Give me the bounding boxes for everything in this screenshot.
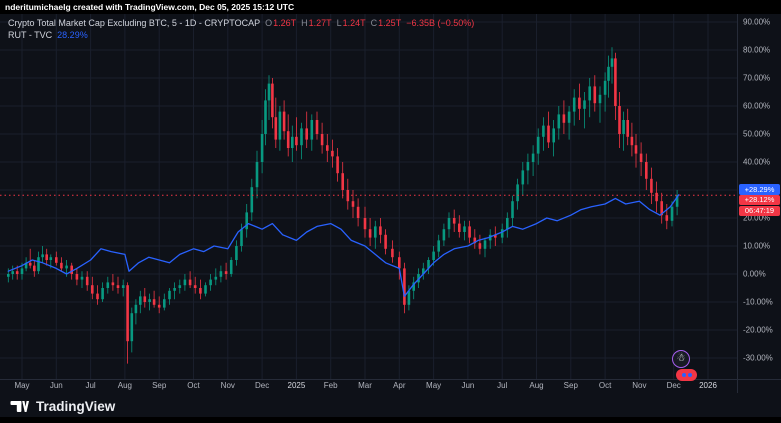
time-axis-label: Jun	[49, 381, 63, 390]
compare-symbol-value: 28.29%	[57, 30, 88, 40]
ohlc-close-value: 1.25T	[378, 18, 402, 28]
time-axis-label: Jul	[497, 381, 508, 390]
snowman-glyph: ☃	[676, 353, 686, 364]
price-axis-label: 0.00%	[743, 269, 766, 279]
price-axis-label: 20.00%	[743, 213, 771, 223]
price-axis-label: -10.00%	[743, 297, 773, 307]
compare-symbol-legend[interactable]: RUT - TVC 28.29%	[8, 30, 88, 40]
ohlc-open-value: 1.26T	[273, 18, 297, 28]
grid-lines	[0, 14, 737, 379]
compare-price-label: +28.29%	[739, 184, 780, 195]
price-axis-label: 60.00%	[743, 101, 771, 111]
ohlc-high-value: 1.27T	[308, 18, 332, 28]
ohlc-low-label: L	[336, 18, 342, 28]
time-axis-label: Jul	[85, 381, 96, 390]
ohlc-high-label: H	[301, 18, 308, 28]
time-axis-label: Sep	[152, 381, 167, 390]
price-axis-label: 80.00%	[743, 45, 771, 55]
tradingview-logo[interactable]: TradingView	[10, 397, 115, 416]
snowman-reaction-icon[interactable]: ☃	[672, 350, 690, 368]
price-axis[interactable]: 90.00%80.00%70.00%60.00%50.00%40.00%30.0…	[737, 14, 781, 393]
tradingview-logo-icon	[10, 401, 29, 412]
time-axis-label: 2026	[699, 381, 717, 390]
ohlc-close-label: C	[370, 18, 378, 28]
time-axis-label: Jun	[461, 381, 475, 390]
time-axis-label: 2025	[287, 381, 306, 390]
main-symbol-legend[interactable]: Crypto Total Market Cap Excluding BTC, 5…	[8, 18, 474, 28]
time-axis-label: Apr	[393, 381, 406, 390]
ohlc-low-value: 1.24T	[342, 18, 366, 28]
time-axis-label: Oct	[187, 381, 200, 390]
price-axis-label: 90.00%	[743, 17, 771, 27]
rut-line-series	[7, 194, 680, 298]
price-axis-label: 70.00%	[743, 73, 771, 83]
time-axis-label: May	[426, 381, 442, 390]
price-axis-label: 40.00%	[743, 157, 771, 167]
last-price-label: +28.12%	[739, 195, 780, 205]
time-axis[interactable]: May Jun Jul Aug Sep Oct Nov Dec 2025 Feb Mar Apr May…	[0, 381, 737, 393]
time-axis-label: Feb	[323, 381, 338, 390]
compare-symbol-title[interactable]: RUT - TVC	[8, 30, 53, 40]
time-axis-border	[0, 379, 781, 380]
time-axis-label: Aug	[117, 381, 133, 390]
time-axis-label: Nov	[632, 381, 647, 390]
time-axis-label: Aug	[529, 381, 544, 390]
time-axis-label: Oct	[598, 381, 612, 390]
time-axis-label: Dec	[666, 381, 681, 390]
time-axis-label: Nov	[220, 381, 235, 390]
emoji-reaction-icon[interactable]	[676, 369, 697, 381]
bottom-strip	[0, 417, 781, 423]
price-chart-pane[interactable]	[0, 14, 737, 379]
time-axis-label: May	[14, 381, 30, 390]
time-axis-label: Sep	[563, 381, 578, 390]
price-axis-label: 10.00%	[743, 241, 771, 251]
price-axis-label: -30.00%	[743, 353, 773, 363]
emoji-dot-icon	[687, 373, 692, 377]
ohlc-open-label: O	[265, 18, 273, 28]
candlestick-series	[7, 47, 679, 364]
attribution-text: nderitumichaelg created with TradingView…	[5, 2, 295, 12]
emoji-dot-icon	[681, 373, 686, 377]
price-axis-label: 50.00%	[743, 129, 771, 139]
time-axis-label: Mar	[358, 381, 372, 390]
symbol-title[interactable]: Crypto Total Market Cap Excluding BTC, 5…	[8, 18, 261, 28]
ohlc-change-value: −6.35B (−0.50%)	[406, 18, 475, 28]
time-axis-label: Dec	[254, 381, 270, 390]
price-axis-label: -20.00%	[743, 325, 773, 335]
attribution-bar: nderitumichaelg created with TradingView…	[0, 0, 781, 14]
tradingview-logo-text: TradingView	[36, 399, 116, 414]
bar-countdown-label: 06:47:19	[739, 205, 780, 216]
